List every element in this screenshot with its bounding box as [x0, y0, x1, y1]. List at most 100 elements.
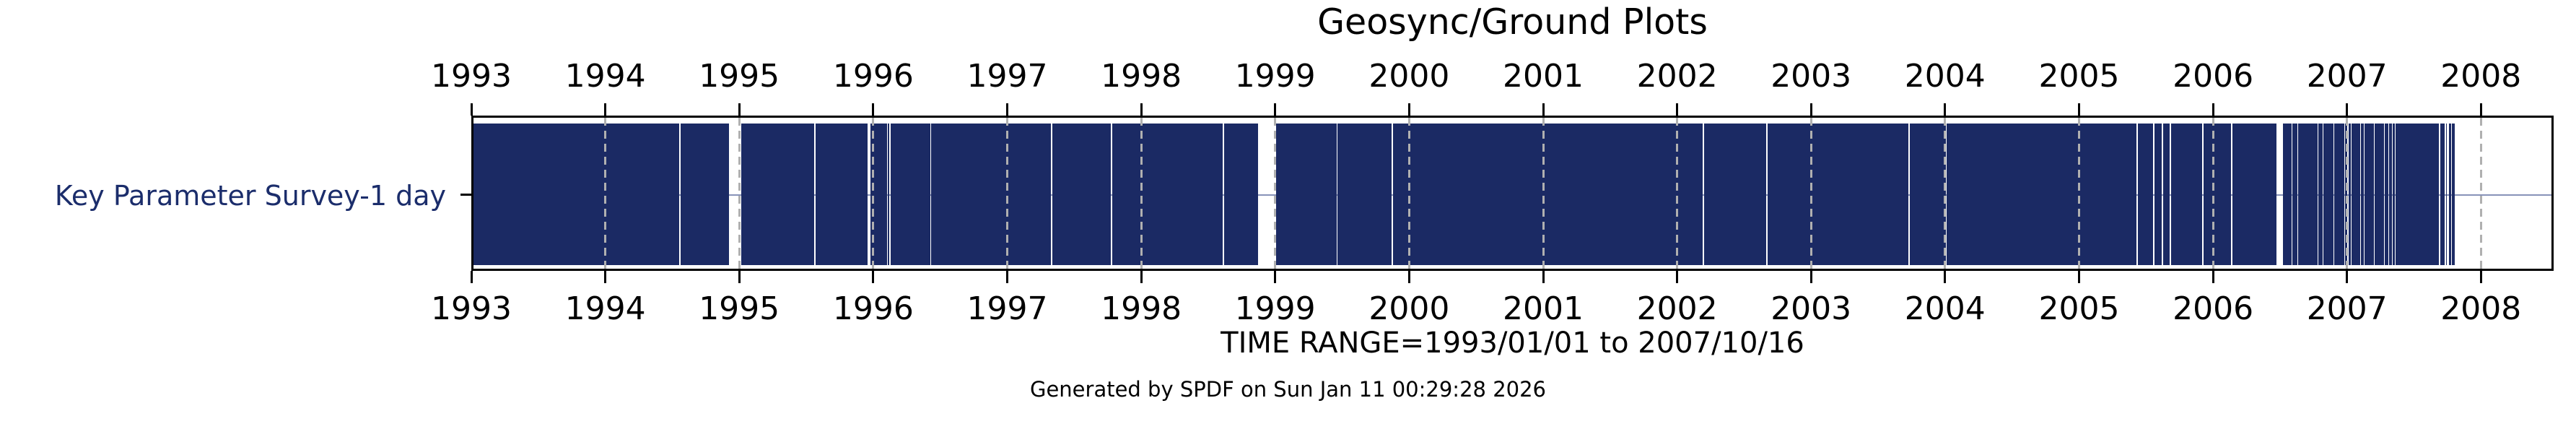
x-tick-label-top: 1997 [966, 58, 1048, 95]
x-tick-label-bottom: 2003 [1771, 290, 1852, 327]
row-label: Key Parameter Survey-1 day [54, 180, 446, 212]
year-gridline [738, 118, 741, 269]
data-segment [2323, 124, 2333, 265]
x-tick-label-top: 1995 [699, 58, 780, 95]
data-segment [2232, 124, 2276, 265]
year-gridline [2078, 118, 2080, 269]
x-tick-bottom [738, 271, 741, 283]
data-segment [1767, 124, 1908, 265]
x-tick-label-top: 1996 [832, 58, 914, 95]
data-segment [2352, 124, 2360, 265]
data-segment [1223, 124, 1258, 265]
data-segment [2170, 124, 2202, 265]
x-tick-top [1407, 103, 1410, 116]
x-tick-bottom [2346, 271, 2349, 283]
x-tick-label-bottom: 2007 [2306, 290, 2388, 327]
x-tick-label-top: 2008 [2440, 58, 2522, 95]
data-segment [2389, 124, 2392, 265]
x-tick-bottom [1944, 271, 1947, 283]
data-segment [2365, 124, 2374, 265]
x-tick-label-bottom: 1995 [699, 290, 780, 327]
x-tick-label-top: 1993 [431, 58, 512, 95]
x-tick-top [738, 103, 741, 116]
x-tick-label-top: 2004 [1904, 58, 1986, 95]
x-tick-top [1006, 103, 1008, 116]
x-tick-bottom [2078, 271, 2080, 283]
x-tick-label-bottom: 2005 [2038, 290, 2120, 327]
year-gridline [1140, 118, 1143, 269]
data-segment [2348, 124, 2351, 265]
data-segment [2154, 124, 2162, 265]
year-gridline [1407, 118, 1410, 269]
x-tick-label-bottom: 2008 [2440, 290, 2522, 327]
data-segment [2282, 124, 2292, 265]
x-tick-bottom [1809, 271, 1812, 283]
data-segment [2445, 124, 2448, 265]
x-tick-top [1809, 103, 1812, 116]
year-gridline [2346, 118, 2349, 269]
x-tick-bottom [1274, 271, 1277, 283]
x-tick-bottom [470, 271, 473, 283]
data-segment [1275, 124, 1337, 265]
x-tick-label-top: 1994 [564, 58, 646, 95]
x-tick-top [1676, 103, 1679, 116]
x-tick-bottom [1006, 271, 1008, 283]
plot-title: Geosync/Ground Plots [1317, 1, 1708, 43]
data-segment [2203, 124, 2231, 265]
x-tick-top [2212, 103, 2214, 116]
x-tick-label-bottom: 2000 [1368, 290, 1450, 327]
year-gridline [1542, 118, 1545, 269]
data-segment [1947, 124, 2137, 265]
plot-area [471, 116, 2554, 271]
data-segment [888, 124, 890, 265]
year-gridline [1809, 118, 1812, 269]
data-segment [1392, 124, 1703, 265]
x-tick-bottom [872, 271, 875, 283]
data-segment [1337, 124, 1392, 265]
data-segment [2334, 124, 2344, 265]
year-gridline [872, 118, 875, 269]
data-segment [2162, 124, 2170, 265]
x-tick-label-bottom: 2006 [2173, 290, 2254, 327]
x-tick-label-bottom: 2004 [1904, 290, 1986, 327]
x-tick-bottom [1676, 271, 1679, 283]
x-tick-label-bottom: 1998 [1101, 290, 1182, 327]
x-tick-bottom [1542, 271, 1545, 283]
data-segment [2361, 124, 2364, 265]
data-segment [473, 124, 680, 265]
data-segment [815, 124, 868, 265]
data-segment [1909, 124, 1946, 265]
year-gridline [1274, 118, 1277, 269]
x-tick-label-top: 2006 [2173, 58, 2254, 95]
data-segment [931, 124, 1052, 265]
year-gridline [2479, 118, 2482, 269]
year-gridline [2212, 118, 2214, 269]
data-segment [2298, 124, 2318, 265]
data-segment [2440, 124, 2445, 265]
data-segment [2393, 124, 2395, 265]
x-tick-label-bottom: 2001 [1503, 290, 1584, 327]
x-tick-label-bottom: 1996 [832, 290, 914, 327]
data-segment [890, 124, 930, 265]
x-tick-label-top: 2000 [1368, 58, 1450, 95]
x-tick-label-top: 2005 [2038, 58, 2120, 95]
data-segment [2375, 124, 2384, 265]
x-tick-label-top: 2003 [1771, 58, 1852, 95]
time-range-caption: TIME RANGE=1993/01/01 to 2007/10/16 [1221, 326, 1804, 360]
data-segment [1112, 124, 1223, 265]
x-tick-top [2479, 103, 2482, 116]
x-tick-top [604, 103, 607, 116]
data-segment [1052, 124, 1112, 265]
data-segment [741, 124, 814, 265]
x-tick-top [872, 103, 875, 116]
data-segment [681, 124, 730, 265]
data-segment [1703, 124, 1767, 265]
x-tick-top [1140, 103, 1143, 116]
x-tick-bottom [604, 271, 607, 283]
data-segment [2396, 124, 2440, 265]
x-tick-label-top: 2007 [2306, 58, 2388, 95]
data-segment [2137, 124, 2154, 265]
x-tick-bottom [1140, 271, 1143, 283]
x-tick-top [1542, 103, 1545, 116]
